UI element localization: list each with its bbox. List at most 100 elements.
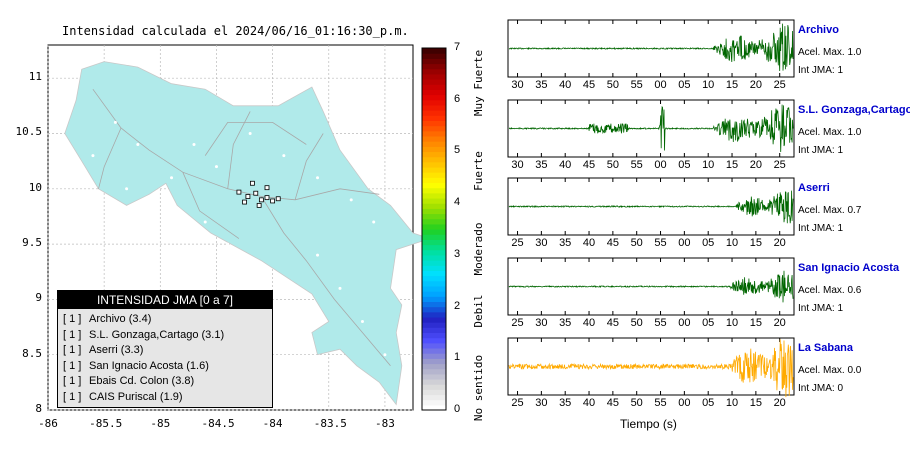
- station-marker: [270, 198, 276, 204]
- town-marker: [349, 198, 353, 202]
- map-y-tick: 8.5: [22, 346, 42, 360]
- legend-station-name: Archivo (3.4): [89, 313, 152, 325]
- waveform-tick-label: 55: [654, 397, 667, 409]
- colorbar-segment: [422, 141, 446, 147]
- costa-rica-land: [64, 61, 432, 406]
- colorbar-segment: [422, 223, 446, 230]
- waveform-tick-label: 15: [749, 237, 762, 249]
- waveform-tick-label: 00: [654, 159, 667, 171]
- waveform-trace: [508, 104, 794, 153]
- colorbar-segment: [422, 161, 446, 168]
- colorbar-segment: [422, 187, 446, 194]
- colorbar-category-label: Moderado: [472, 222, 485, 275]
- waveform-tick-label: 20: [773, 237, 786, 249]
- waveform-tick-label: 55: [630, 159, 643, 171]
- waveform-tick-label: 10: [702, 79, 715, 91]
- max-acceleration: Acel. Max. 0.7: [798, 205, 862, 216]
- station-marker: [253, 190, 259, 196]
- colorbar-segment: [422, 218, 446, 225]
- map-y-tick: 8: [35, 402, 42, 415]
- road: [261, 196, 391, 367]
- colorbar-segment: [422, 353, 446, 359]
- waveform-tick-label: 35: [559, 237, 572, 249]
- town-marker: [248, 131, 252, 135]
- map-x-tick: -86: [38, 417, 58, 430]
- colorbar-segment: [422, 316, 446, 323]
- waveform-tick-label: 20: [773, 397, 786, 409]
- waveform-tick-label: 35: [535, 159, 548, 171]
- legend-station-name: Ebais Cd. Colon (3.8): [89, 375, 195, 387]
- colorbar-category-label: Fuerte: [472, 151, 485, 191]
- waveform-tick-label: 35: [559, 317, 572, 329]
- colorbar-segment: [422, 394, 446, 401]
- max-acceleration: Acel. Max. 1.0: [798, 47, 862, 58]
- waveform-tick-label: 55: [654, 237, 667, 249]
- station-markers: [91, 120, 387, 357]
- colorbar-segment: [422, 384, 446, 390]
- town-marker: [316, 253, 320, 257]
- waveform-tick-label: 05: [702, 237, 715, 249]
- map-x-tick: -83.5: [313, 417, 347, 430]
- colorbar-segment: [422, 306, 446, 313]
- colorbar-segment: [422, 166, 446, 173]
- map-y-tick: 9: [35, 291, 42, 305]
- waveform-tick-label: 00: [654, 79, 667, 91]
- colorbar-segment: [422, 79, 446, 85]
- station-marker: [242, 199, 247, 205]
- max-acceleration: Acel. Max. 0.0: [798, 365, 862, 376]
- colorbar-segment: [422, 373, 446, 380]
- station-name: Aserri: [798, 182, 830, 194]
- waveform-tick-label: 00: [678, 237, 691, 249]
- colorbar-tick: 6: [454, 92, 461, 105]
- town-marker: [214, 165, 218, 169]
- colorbar-segment: [422, 378, 446, 385]
- waveform-tick-label: 10: [702, 159, 715, 171]
- colorbar-tick: 1: [454, 351, 461, 364]
- waveform-tick-label: 25: [773, 159, 786, 171]
- colorbar-segment: [422, 110, 446, 116]
- waveform-tick-label: 05: [678, 79, 691, 91]
- colorbar-category-label: Debil: [472, 294, 485, 328]
- road: [204, 122, 307, 156]
- colorbar-frame: [421, 47, 447, 411]
- waveform-tick-label: 15: [749, 397, 762, 409]
- waveform-tick-label: 45: [582, 159, 596, 171]
- town-marker: [316, 176, 320, 180]
- waveform-tick-label: 45: [582, 79, 596, 91]
- colorbar-segment: [422, 182, 446, 189]
- colorbar-tick: 2: [454, 299, 461, 312]
- colorbar-segment: [422, 135, 446, 142]
- waveform-tick-label: 00: [678, 397, 691, 409]
- town-marker: [360, 320, 364, 324]
- waveform-tick-label: 10: [725, 317, 739, 329]
- colorbar-segment: [422, 399, 446, 406]
- town-marker: [226, 242, 230, 246]
- waveform-tick-label: 55: [654, 317, 667, 329]
- time-axis-label: Tiempo (s): [620, 417, 677, 431]
- jma-intensity: Int JMA: 1: [798, 65, 844, 76]
- town-marker: [136, 143, 140, 147]
- town-marker: [338, 286, 342, 290]
- colorbar-segment: [422, 146, 446, 153]
- colorbar-tick: 4: [454, 196, 461, 209]
- station-marker: [245, 194, 251, 199]
- legend-entry: [ 1 ] Archivo (3.4): [58, 312, 272, 328]
- town-marker: [170, 176, 174, 180]
- station-name: S.L. Gonzaga,Cartago: [798, 104, 910, 116]
- town-marker: [203, 220, 207, 224]
- waveform-trace: [508, 23, 794, 72]
- waveform-tick-label: 45: [606, 397, 619, 409]
- waveform-trace: [508, 270, 794, 303]
- colorbar-segment: [422, 125, 446, 132]
- colorbar-segment: [422, 337, 446, 344]
- legend-entry: [ 1 ] S.L. Gonzaga,Cartago (3.1): [58, 328, 272, 344]
- waveform-tick-label: 15: [725, 79, 739, 91]
- colorbar-category-label: No sentido: [472, 354, 485, 421]
- waveform-tick-label: 40: [582, 317, 596, 329]
- colorbar-segment: [422, 177, 446, 184]
- colorbar-segment: [422, 197, 446, 204]
- map-y-tick: 9.5: [22, 236, 42, 250]
- legend-entry: [ 1 ] San Ignacio Acosta (1.6): [58, 359, 272, 375]
- colorbar-segment: [422, 99, 446, 106]
- town-marker: [125, 187, 129, 191]
